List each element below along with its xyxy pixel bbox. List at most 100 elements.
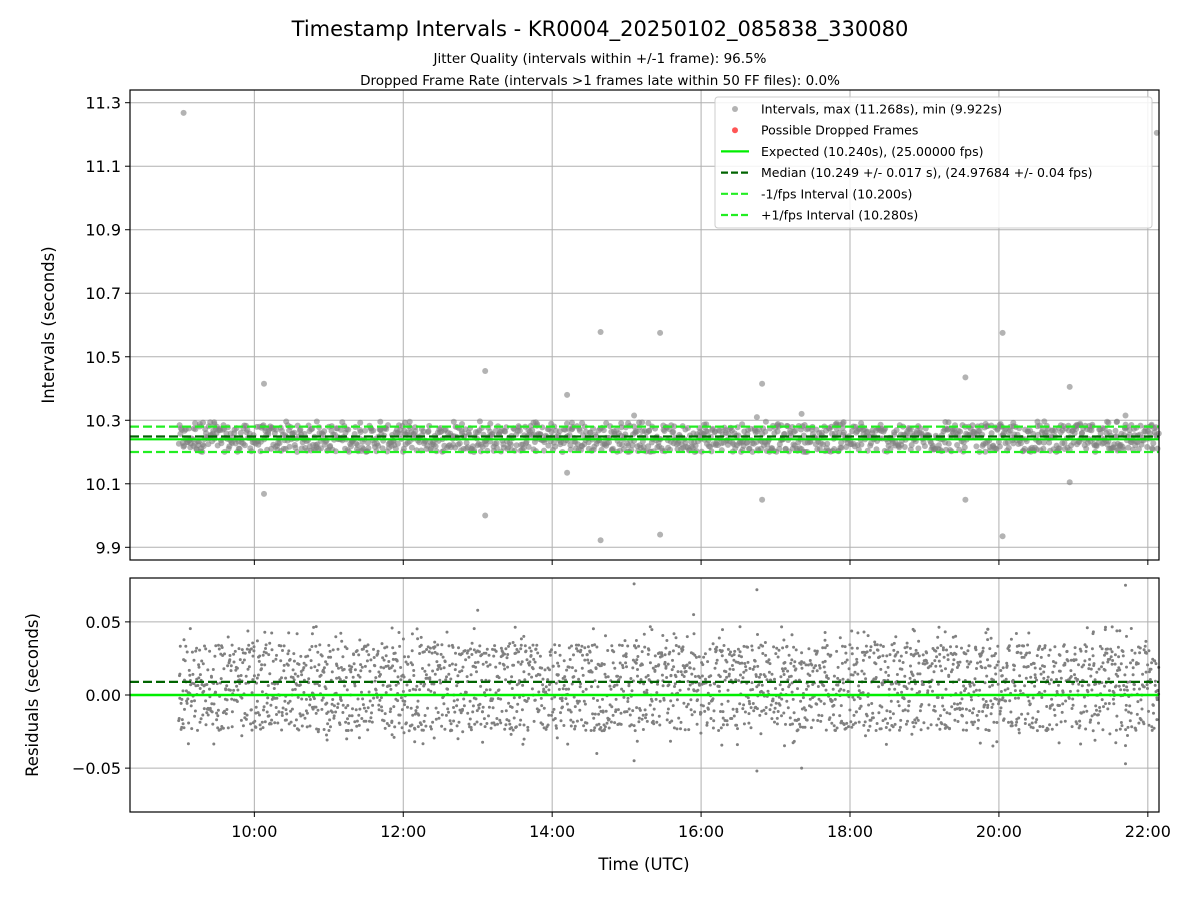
residual-point <box>999 690 1003 693</box>
legend-dropped-marker <box>732 127 738 134</box>
residual-point <box>624 655 628 659</box>
residual-point <box>567 646 571 650</box>
residual-point <box>382 658 386 662</box>
residual-point <box>330 702 334 706</box>
residual-point <box>397 721 401 725</box>
residual-point <box>487 653 491 657</box>
residual-point <box>937 625 941 629</box>
residual-point <box>929 723 933 727</box>
residual-point <box>809 705 813 709</box>
residual-point <box>243 712 247 715</box>
residual-point <box>583 702 587 706</box>
residual-point <box>1106 647 1109 651</box>
y-tick-label: 11.3 <box>85 94 121 113</box>
residual-point <box>1050 697 1054 701</box>
residual-point <box>302 691 306 694</box>
residual-point <box>976 726 980 730</box>
residual-point <box>875 722 879 725</box>
residual-point <box>1073 673 1076 677</box>
residual-point <box>479 684 483 688</box>
residual-point <box>904 722 908 726</box>
residual-point <box>747 721 751 725</box>
residual-point <box>749 726 753 730</box>
residual-point <box>1014 632 1018 635</box>
residual-point <box>1087 667 1091 671</box>
residual-point <box>236 688 240 692</box>
residual-point <box>518 723 522 727</box>
residual-point <box>466 711 470 715</box>
residual-point <box>1082 663 1086 667</box>
residuals-y-axis-label: Residuals (seconds) <box>23 613 42 777</box>
residual-point <box>188 627 192 631</box>
residual-point <box>635 706 639 710</box>
residual-point <box>468 699 472 703</box>
residual-point <box>403 703 406 707</box>
residual-point <box>683 728 687 732</box>
residual-point <box>362 706 366 710</box>
residual-point <box>226 726 230 730</box>
residual-point <box>881 719 885 723</box>
residual-point <box>570 682 574 686</box>
residual-point <box>958 708 962 712</box>
interval-point <box>774 421 781 427</box>
residual-point <box>637 644 641 648</box>
residual-point <box>864 734 867 738</box>
residual-point <box>310 632 314 636</box>
interval-point <box>564 420 570 427</box>
interval-point <box>1125 444 1132 451</box>
residual-point <box>690 713 694 717</box>
residual-point <box>1022 655 1026 659</box>
residual-point <box>874 662 878 666</box>
residual-point <box>1064 699 1068 703</box>
residual-point <box>954 634 958 638</box>
residual-point <box>892 659 896 663</box>
interval-point <box>339 419 346 426</box>
residual-point <box>713 666 717 670</box>
residual-point <box>419 723 423 727</box>
residual-point <box>1055 723 1059 727</box>
residual-point <box>1069 658 1073 662</box>
residual-point <box>1033 684 1037 688</box>
residual-point <box>1097 667 1101 671</box>
residual-point <box>870 702 874 705</box>
residual-point <box>440 713 444 717</box>
interval-point <box>603 420 610 427</box>
residual-point <box>706 707 710 711</box>
residual-point <box>1142 648 1146 652</box>
residual-point <box>905 645 909 649</box>
residual-point <box>533 698 537 702</box>
residual-point <box>281 649 284 652</box>
residual-point <box>666 662 670 666</box>
residual-point <box>1006 687 1010 691</box>
residual-point <box>655 720 659 724</box>
residual-point <box>572 695 576 699</box>
interval-point <box>321 428 328 435</box>
residual-point <box>698 683 701 687</box>
residual-point <box>757 675 761 679</box>
residual-point <box>483 691 486 695</box>
residual-point <box>341 703 345 707</box>
residual-point <box>1093 678 1097 682</box>
residual-point <box>336 702 340 706</box>
residual-point <box>764 653 768 657</box>
residual-point <box>561 687 565 691</box>
residual-point <box>411 663 414 667</box>
residual-point <box>1118 668 1122 672</box>
residual-point <box>873 640 877 644</box>
residual-point <box>557 644 561 647</box>
residual-point <box>964 707 968 711</box>
residual-point <box>356 697 360 701</box>
intervals-y-axis-label: Intervals (seconds) <box>39 246 58 403</box>
residual-point <box>376 649 380 653</box>
residual-point <box>1083 659 1087 663</box>
interval-point <box>401 419 408 426</box>
residual-point <box>1059 676 1063 680</box>
residual-point <box>499 646 503 650</box>
residual-point <box>1020 712 1024 716</box>
residual-point <box>705 723 709 727</box>
residual-point <box>1131 666 1135 670</box>
residual-point <box>540 666 544 670</box>
residual-point <box>836 683 840 687</box>
residual-point <box>517 650 521 654</box>
residual-point <box>636 655 640 658</box>
